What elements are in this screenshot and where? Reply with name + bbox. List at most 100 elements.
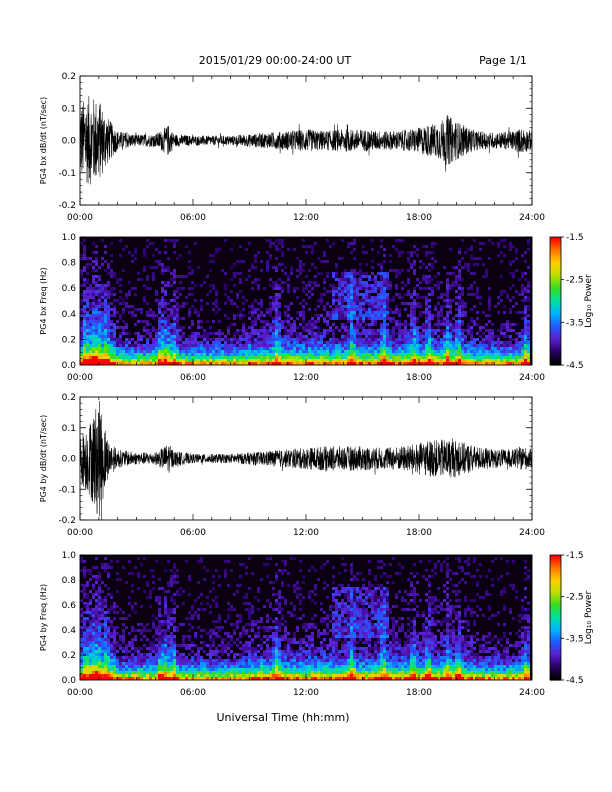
spectrogram-cell	[107, 659, 110, 662]
spectrogram-cell	[338, 356, 341, 359]
spectrogram-cell	[92, 614, 95, 617]
spectrogram-cell	[215, 353, 218, 356]
spectrogram-cell	[254, 359, 257, 362]
spectrogram-cell	[269, 335, 272, 338]
spectrogram-cell	[506, 356, 509, 359]
spectrogram-cell	[389, 338, 392, 341]
spectrogram-cell	[398, 311, 401, 314]
spectrogram-cell	[287, 314, 290, 317]
spectrogram-cell	[110, 314, 113, 317]
spectrogram-cell	[452, 341, 455, 344]
spectrogram-cell	[380, 275, 383, 278]
spectrogram-cell	[131, 590, 134, 593]
spectrogram-cell	[113, 641, 116, 644]
spectrogram-cell	[452, 347, 455, 350]
spectrogram-cell	[83, 335, 86, 338]
spectrogram-cell	[206, 644, 209, 647]
spectrogram-cell	[281, 239, 284, 242]
spectrogram-cell	[359, 278, 362, 281]
spectrogram-cell	[293, 320, 296, 323]
spectrogram-cell	[152, 623, 155, 626]
spectrogram-cell	[254, 320, 257, 323]
spectrogram-cell	[179, 662, 182, 665]
spectrogram-cell	[182, 644, 185, 647]
spectrogram-cell	[92, 281, 95, 284]
spectrogram-cell	[446, 317, 449, 320]
spectrogram-cell	[440, 296, 443, 299]
spectrogram-cell	[413, 335, 416, 338]
panel-by_dbdt: 0.20.10.0-0.1-0.200:00 06:00 12:00 18:00 24:…	[39, 393, 545, 538]
spectrogram-cell	[95, 590, 98, 593]
spectrogram-cell	[122, 332, 125, 335]
spectrogram-cell	[404, 347, 407, 350]
spectrogram-cell	[428, 329, 431, 332]
spectrogram-cell	[245, 338, 248, 341]
spectrogram-cell	[80, 326, 83, 329]
spectrogram-cell	[404, 353, 407, 356]
spectrogram-cell	[239, 632, 242, 635]
spectrogram-cell	[104, 326, 107, 329]
spectrogram-cell	[356, 296, 359, 299]
spectrogram-cell	[395, 308, 398, 311]
spectrogram-cell	[149, 266, 152, 269]
spectrogram-cell	[410, 353, 413, 356]
spectrogram-cell	[242, 656, 245, 659]
spectrogram-cell	[500, 251, 503, 254]
spectrogram-cell	[101, 671, 104, 674]
spectrogram-cell	[476, 287, 479, 290]
spectrogram-cell	[167, 614, 170, 617]
spectrogram-cell	[506, 359, 509, 362]
spectrogram-cell	[227, 332, 230, 335]
spectrogram-cell	[374, 320, 377, 323]
spectrogram-cell	[98, 293, 101, 296]
spectrogram-cell	[314, 281, 317, 284]
spectrogram-cell	[83, 560, 86, 563]
spectrogram-cell	[239, 671, 242, 674]
spectrogram-cell	[305, 329, 308, 332]
spectrogram-cell	[380, 287, 383, 290]
spectrogram-cell	[212, 629, 215, 632]
spectrogram-cell	[158, 326, 161, 329]
spectrogram-cell	[104, 338, 107, 341]
spectrogram-cell	[215, 338, 218, 341]
spectrogram-cell	[110, 596, 113, 599]
spectrogram-cell	[200, 659, 203, 662]
spectrogram-cell	[239, 641, 242, 644]
spectrogram-cell	[362, 362, 365, 365]
spectrogram-cell	[173, 341, 176, 344]
spectrogram-cell	[341, 287, 344, 290]
spectrogram-cell	[113, 272, 116, 275]
spectrogram-cell	[179, 335, 182, 338]
spectrogram-cell	[218, 620, 221, 623]
spectrogram-cell	[95, 647, 98, 650]
spectrogram-cell	[395, 239, 398, 242]
spectrogram-cell	[191, 662, 194, 665]
spectrogram-cell	[113, 305, 116, 308]
spectrogram-cell	[188, 335, 191, 338]
spectrogram-cell	[350, 308, 353, 311]
spectrogram-cell	[119, 290, 122, 293]
spectrogram-cell	[230, 299, 233, 302]
spectrogram-cell	[170, 581, 173, 584]
spectrogram-cell	[287, 353, 290, 356]
spectrogram-cell	[215, 674, 218, 677]
spectrogram-cell	[476, 350, 479, 353]
spectrogram-cell	[191, 272, 194, 275]
spectrogram-cell	[203, 629, 206, 632]
colorbar-swatch	[550, 290, 561, 294]
spectrogram-cell	[410, 341, 413, 344]
spectrogram-cell	[191, 650, 194, 653]
spectrogram-cell	[377, 281, 380, 284]
spectrogram-cell	[419, 338, 422, 341]
spectrogram-cell	[362, 251, 365, 254]
spectrogram-cell	[113, 605, 116, 608]
spectrogram-cell	[242, 653, 245, 656]
spectrogram-cell	[419, 344, 422, 347]
spectrogram-cell	[98, 353, 101, 356]
spectrogram-cell	[143, 266, 146, 269]
spectrogram-cell	[155, 659, 158, 662]
spectrogram-cell	[524, 335, 527, 338]
spectrogram-cell	[407, 362, 410, 365]
spectrogram-cell	[392, 347, 395, 350]
spectrogram-cell	[191, 659, 194, 662]
